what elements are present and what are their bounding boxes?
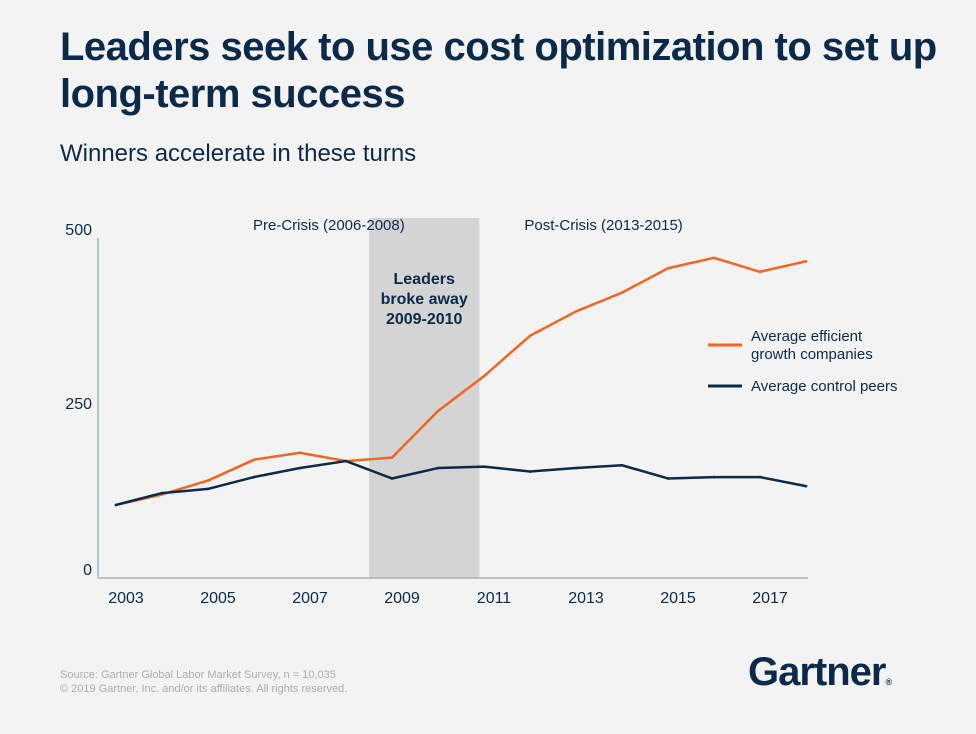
y-tick-label: 250 (65, 396, 92, 413)
y-tick-label: 500 (65, 222, 92, 239)
series-line-control-peers (114, 459, 808, 507)
data-point (620, 291, 624, 294)
y-tick-label: 0 (83, 562, 92, 579)
period-annotation: Post-Crisis (2013-2015) (524, 217, 682, 234)
page-title: Leaders seek to use cost optimization to… (60, 25, 937, 116)
data-point (804, 484, 808, 488)
data-point (252, 458, 256, 461)
period-annotation: Pre-Crisis (2006-2008) (253, 217, 405, 234)
data-point (620, 463, 624, 467)
data-point (574, 310, 578, 313)
logo-registered-mark: ® (885, 677, 893, 687)
legend-label: Average efficient (751, 328, 863, 345)
crisis-band (369, 218, 480, 578)
x-tick-label: 2011 (477, 590, 512, 607)
copyright-note: © 2019 Gartner, Inc. and/or its affiliat… (60, 683, 348, 695)
band-label-line: 2009-2010 (386, 311, 463, 328)
page-subtitle: Winners accelerate in these turns (60, 140, 417, 167)
x-tick-label: 2017 (752, 590, 788, 607)
logo-text: Gartner (748, 650, 886, 694)
data-point (482, 465, 486, 468)
data-point (160, 491, 164, 495)
data-point (804, 260, 808, 263)
legend-label: growth companies (751, 346, 873, 363)
x-tick-label: 2005 (200, 590, 236, 607)
data-point (390, 477, 394, 480)
series-line-efficient-growth (114, 256, 808, 507)
x-tick-label: 2007 (292, 590, 328, 607)
band-label-line: Leaders (394, 271, 455, 288)
data-point (666, 266, 670, 270)
data-point (298, 451, 302, 455)
data-point (528, 470, 532, 473)
data-point (114, 503, 118, 507)
data-point (344, 459, 348, 463)
source-note: Source: Gartner Global Labor Market Surv… (60, 669, 336, 681)
legend-label: Average control peers (751, 378, 897, 395)
data-point (712, 256, 716, 260)
gartner-logo: Gartner® (748, 650, 892, 695)
data-point (758, 475, 762, 479)
data-point (436, 466, 440, 470)
data-point (574, 466, 578, 470)
x-tick-label: 2003 (108, 590, 144, 607)
data-point (252, 475, 256, 479)
band-label-line: broke away (381, 291, 468, 308)
footer: Source: Gartner Global Labor Market Surv… (60, 668, 347, 696)
data-point (758, 270, 762, 274)
data-point (482, 374, 486, 378)
data-point (298, 466, 302, 470)
data-point (666, 477, 670, 480)
data-point (528, 334, 532, 338)
data-point (436, 409, 440, 413)
data-point (206, 479, 210, 482)
data-point (390, 456, 394, 459)
x-tick-label: 2015 (660, 590, 696, 607)
data-point (206, 487, 210, 491)
x-tick-label: 2013 (568, 590, 604, 607)
data-point (712, 475, 716, 479)
x-tick-label: 2009 (384, 590, 420, 607)
